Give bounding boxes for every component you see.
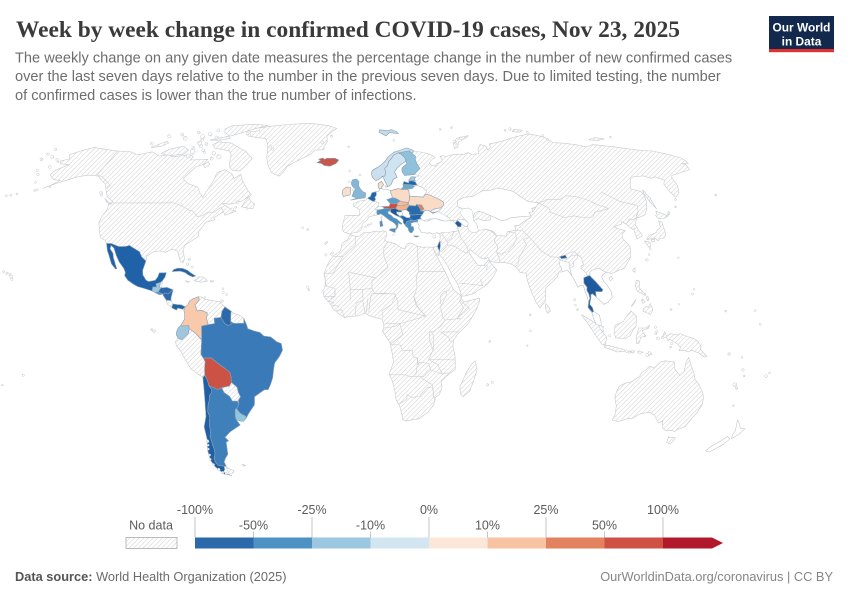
svg-text:over the last seven days relat: over the last seven days relative to the… (15, 69, 721, 85)
svg-text:100%: 100% (647, 503, 679, 517)
svg-text:Our World: Our World (773, 21, 831, 35)
svg-text:-50%: -50% (239, 519, 268, 533)
svg-text:-100%: -100% (177, 503, 213, 517)
svg-text:of confirmed cases is lower th: of confirmed cases is lower than the tru… (15, 88, 417, 104)
svg-text:10%: 10% (475, 519, 500, 533)
svg-text:-25%: -25% (297, 503, 326, 517)
svg-text:-10%: -10% (356, 519, 385, 533)
svg-text:25%: 25% (533, 503, 558, 517)
svg-text:The weekly change on any given: The weekly change on any given date meas… (15, 51, 732, 67)
svg-text:Data source: World Health Orga: Data source: World Health Organization (… (15, 569, 286, 584)
svg-text:Week by week change in confirm: Week by week change in confirmed COVID-1… (16, 17, 680, 43)
svg-text:0%: 0% (420, 503, 438, 517)
svg-text:OurWorldinData.org/coronavirus: OurWorldinData.org/coronavirus | CC BY (600, 569, 833, 584)
svg-text:No data: No data (129, 519, 173, 533)
svg-text:50%: 50% (592, 519, 617, 533)
svg-text:in Data: in Data (782, 35, 822, 49)
